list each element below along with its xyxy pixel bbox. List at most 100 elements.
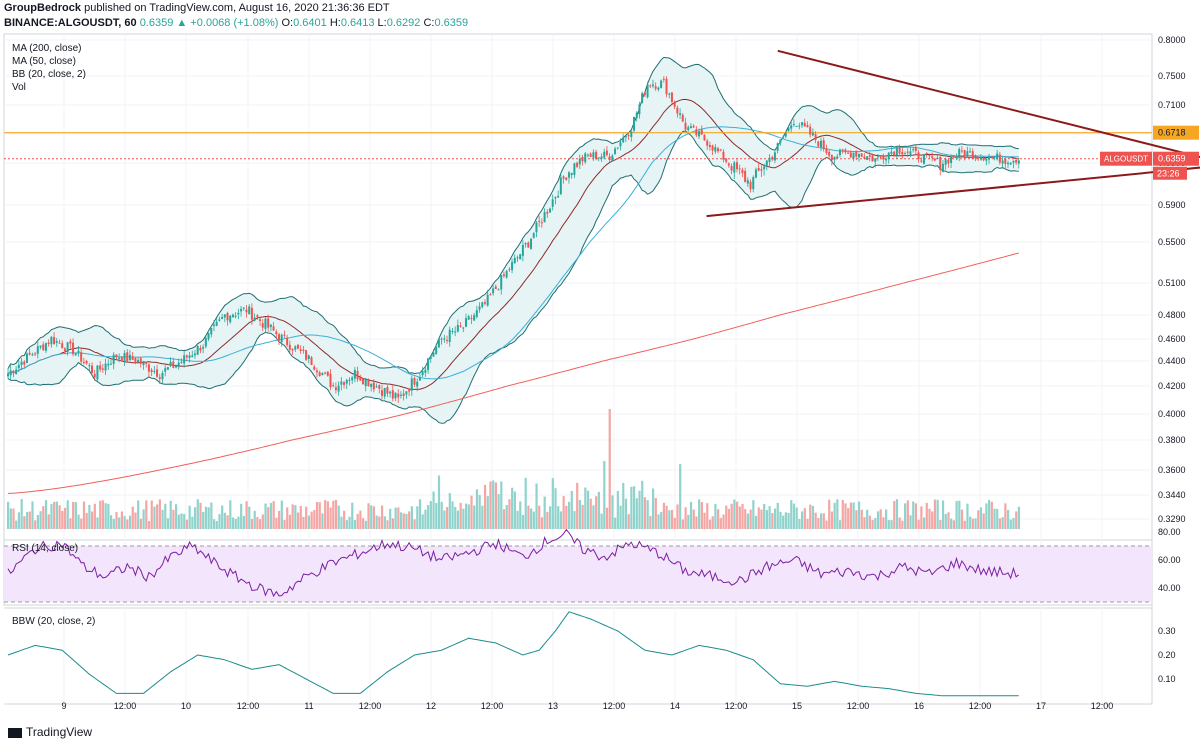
volume-bar (313, 509, 316, 529)
volume-bar (459, 502, 462, 529)
candle-body (1001, 160, 1004, 164)
candle-body (511, 262, 514, 271)
candle-body (502, 274, 505, 276)
candle-body (448, 329, 451, 342)
candle-body (397, 393, 400, 398)
candle-body (909, 151, 912, 155)
indicator-legend-item: MA (200, close) (12, 43, 81, 54)
candle-body (362, 378, 365, 385)
candle-body (822, 140, 825, 150)
volume-bar (34, 520, 37, 529)
candle-body (313, 366, 316, 370)
candle-body (670, 92, 673, 103)
candle-body (570, 172, 573, 176)
volume-bar (868, 515, 871, 529)
candle-body (39, 345, 42, 348)
volume-bar (838, 520, 842, 529)
volume-bar (275, 517, 278, 529)
volume-bar (801, 511, 804, 529)
volume-bar (931, 511, 934, 529)
rsi-title: RSI (14, close) (12, 543, 78, 554)
volume-bar (462, 508, 465, 529)
volume-bar (50, 504, 53, 529)
volume-bar (760, 509, 763, 529)
volume-bar (20, 499, 23, 529)
candle-body (698, 131, 701, 137)
candle-body (229, 315, 232, 323)
candle-body (370, 383, 373, 388)
volume-bar (478, 495, 481, 529)
volume-bar (221, 505, 224, 529)
volume-bar (351, 502, 354, 529)
candle-body (725, 158, 728, 162)
candle-body (741, 169, 744, 174)
time-tick-label: 14 (670, 701, 680, 711)
volume-bar (589, 498, 592, 529)
volume-bar (169, 500, 172, 529)
candle-body (291, 348, 294, 351)
price-tick-label: 0.3600 (1158, 465, 1186, 475)
volume-bar (253, 510, 256, 529)
volume-bar (39, 511, 42, 529)
volume-bar (917, 519, 920, 529)
volume-bar (418, 499, 422, 529)
trendline-upper[interactable] (777, 49, 1200, 159)
candle-body (193, 353, 196, 356)
volume-bar (863, 517, 866, 529)
volume-bar (370, 505, 373, 529)
volume-bar (473, 505, 476, 529)
volume-bar (248, 506, 251, 529)
candle-body (998, 154, 1001, 163)
candle-body (836, 156, 839, 159)
candle-body (974, 156, 977, 159)
volume-bar (828, 499, 831, 529)
candle-body (912, 149, 915, 151)
volume-bar (857, 501, 861, 529)
candle-body (554, 197, 557, 199)
candle-body (931, 155, 934, 158)
volume-bar (532, 511, 535, 529)
volume-bar (906, 500, 909, 529)
candle-body (470, 318, 473, 320)
volume-bar (337, 505, 340, 529)
candle-body (727, 163, 730, 166)
candle-body (82, 361, 85, 363)
volume-bar (643, 497, 647, 529)
candle-body (646, 84, 649, 98)
candle-body (256, 315, 259, 317)
bb-upper-line (7, 56, 1019, 375)
volume-bar (622, 482, 625, 529)
candle-body (955, 156, 958, 158)
volume-bar (229, 500, 232, 529)
candle-body (600, 156, 603, 159)
time-tick-label: 13 (548, 701, 558, 711)
volume-bar (375, 515, 378, 529)
candle-body (318, 372, 321, 377)
bbw-tick-label: 0.30 (1158, 626, 1176, 636)
candle-body (302, 349, 305, 351)
candle-body (977, 156, 980, 159)
tradingview-footer[interactable]: TradingView (8, 725, 92, 739)
volume-bar (215, 520, 218, 529)
close-label: C: (423, 17, 435, 29)
candle-body (104, 363, 107, 371)
candle-body (329, 373, 332, 388)
candle-body (264, 318, 267, 329)
candle-body (142, 361, 145, 365)
candle-body (809, 126, 812, 135)
volume-bar (920, 506, 923, 529)
candle-body (123, 352, 126, 362)
candle-body (9, 370, 12, 376)
candle-body (248, 306, 251, 315)
candle-body (185, 355, 188, 358)
volume-bar (605, 507, 609, 529)
change-text: ▲ +0.0068 (+1.08%) (176, 17, 279, 29)
author-name[interactable]: GroupBedrock (4, 2, 82, 14)
volume-bar (307, 515, 311, 529)
volume-bar (866, 509, 869, 529)
volume-bar (603, 461, 606, 529)
volume-bar (752, 500, 755, 529)
volume-bar (719, 518, 722, 529)
trendline-lower[interactable] (706, 166, 1200, 218)
